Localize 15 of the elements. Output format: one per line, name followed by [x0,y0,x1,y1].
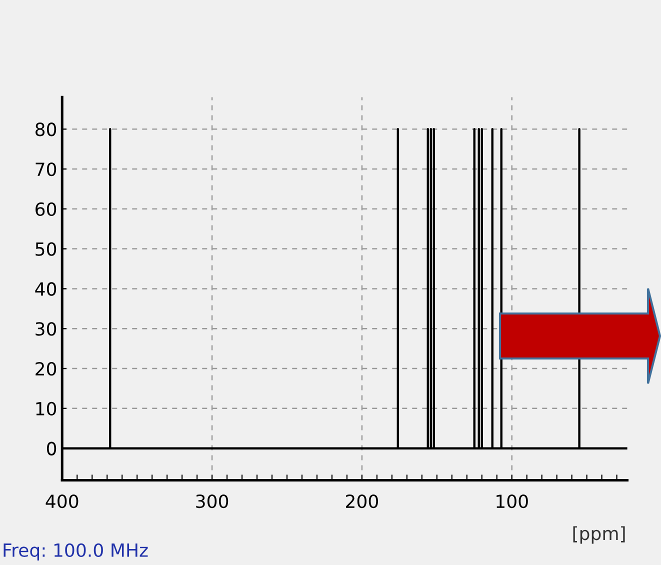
x-tick-label: 200 [346,494,378,508]
text: Freq: 100.0 MHz [4,543,148,560]
y-tick-label: 0 [46,442,56,456]
x-tick-label: 100 [496,494,528,508]
y-tick-label: 20 [36,362,56,376]
x-tick-label: 300 [196,494,228,508]
x-axis-title: [ppm] [573,526,625,544]
y-tick-label: 10 [36,402,56,416]
y-tick-label: 60 [36,202,56,216]
x-tick-label: 400 [46,494,78,508]
y-tick-label: 70 [36,162,56,176]
y-tick-label: 50 [36,242,56,256]
y-tick-label: 40 [35,282,56,296]
y-tick-label: 80 [36,122,56,136]
y-tick-label: 30 [36,322,56,336]
